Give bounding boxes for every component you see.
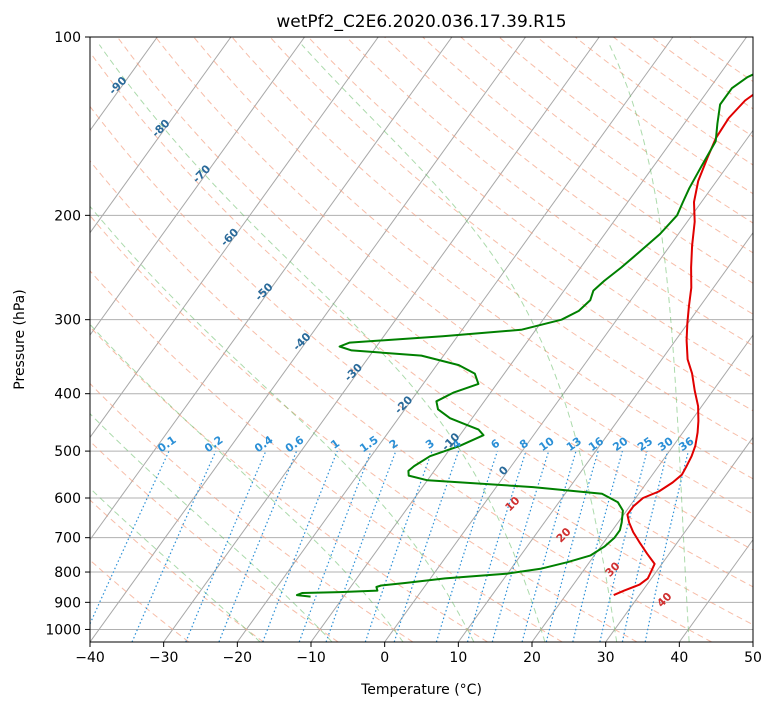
x-tick-label: −30 <box>149 650 179 666</box>
y-tick-label: 800 <box>54 565 81 581</box>
chart-title: wetPf2_C2E6.2020.036.17.39.R15 <box>276 12 566 32</box>
y-tick-label: 200 <box>54 208 81 224</box>
x-axis-title: Temperature (°C) <box>360 682 482 698</box>
y-tick-label: 300 <box>54 313 81 329</box>
y-tick-label: 900 <box>54 595 81 611</box>
isotherm-line <box>90 37 527 642</box>
moist-adiabat-line <box>90 323 404 642</box>
mixing-ratio-line <box>521 450 577 642</box>
dry-adiabat-line <box>307 37 753 379</box>
moist-adiabat-line <box>301 44 618 642</box>
mixing-ratio-line <box>218 450 298 642</box>
moist-adiabat-line <box>98 44 546 642</box>
mixing-ratio-line <box>572 450 623 642</box>
dry-adiabat-line <box>90 51 753 588</box>
mixing-ratio-line <box>644 450 689 642</box>
mixing-ratio-line <box>325 450 397 642</box>
y-axis-title: Pressure (hPa) <box>12 289 28 389</box>
isotherm-line <box>90 37 232 234</box>
dry-adiabat-line <box>116 37 753 551</box>
dry-adiabat-line <box>90 214 638 642</box>
dry-adiabat-line <box>193 37 753 480</box>
mixing-ratio-line <box>491 450 550 642</box>
isotherm-line <box>236 37 674 642</box>
moist-adiabat-line <box>90 487 261 642</box>
dry-adiabat-line <box>460 37 753 254</box>
plot-frame <box>89 36 754 643</box>
y-tick-label: 1000 <box>45 622 81 638</box>
x-tick-label: 10 <box>449 650 467 666</box>
x-tick-label: 40 <box>670 650 688 666</box>
mixing-ratio-line <box>621 450 669 642</box>
x-tick-label: 20 <box>523 650 541 666</box>
mixing-ratio-line <box>435 450 498 642</box>
mixing-ratio-line <box>298 450 372 642</box>
y-tick-label: 400 <box>54 387 81 403</box>
dry-adiabat-line <box>231 37 753 445</box>
mixing-ratio-line <box>185 450 267 642</box>
mixing-ratio-line <box>393 450 460 642</box>
mixing-ratio-line <box>262 450 338 642</box>
dry-adiabat-line <box>90 326 488 642</box>
dry-adiabat-line <box>269 37 753 412</box>
dry-adiabat-line <box>536 37 753 195</box>
isotherm-line <box>678 538 753 642</box>
x-tick-label: −40 <box>75 650 105 666</box>
dry-adiabat-line <box>498 37 753 224</box>
x-tick-label: 50 <box>744 650 762 666</box>
isotherm-line <box>90 37 306 336</box>
isotherm-line <box>90 37 453 541</box>
isotherm-line <box>384 129 753 642</box>
dry-adiabat-line <box>345 37 753 347</box>
dewpoint-profile <box>295 73 753 598</box>
isotherm-line <box>605 436 753 642</box>
moist-adiabat-line <box>90 412 333 642</box>
dry-adiabat-line <box>90 105 753 626</box>
mixing-ratio-line <box>364 450 433 642</box>
background-lines <box>90 37 753 642</box>
mixing-ratio-line <box>131 450 217 642</box>
x-tick-label: −20 <box>223 650 253 666</box>
x-tick-label: 30 <box>597 650 615 666</box>
moist-adiabat-line <box>608 44 690 642</box>
y-tick-label: 600 <box>54 491 81 507</box>
x-tick-label: −10 <box>296 650 326 666</box>
dry-adiabat-line <box>90 499 264 642</box>
isotherm-line <box>457 231 753 642</box>
dry-adiabat-line <box>574 37 753 166</box>
mixing-ratio-line <box>545 450 599 642</box>
dry-adiabat-line <box>90 382 414 642</box>
isotherm-line <box>90 37 379 439</box>
y-tick-label: 700 <box>54 531 81 547</box>
x-tick-label: 0 <box>380 650 389 666</box>
dry-adiabat-line <box>90 160 712 642</box>
profile-lines <box>295 73 753 598</box>
axes: −40 −30 −20 −10 0 10 20 30 40 50 100 200 300 400 500 60… <box>45 30 762 666</box>
isotherm-line <box>531 334 753 642</box>
dry-adiabat-line <box>155 37 753 515</box>
mixing-ratio-line <box>466 450 527 642</box>
y-tick-label: 500 <box>54 444 81 460</box>
y-tick-label: 100 <box>54 30 81 46</box>
mixing-ratio-line <box>599 450 648 642</box>
